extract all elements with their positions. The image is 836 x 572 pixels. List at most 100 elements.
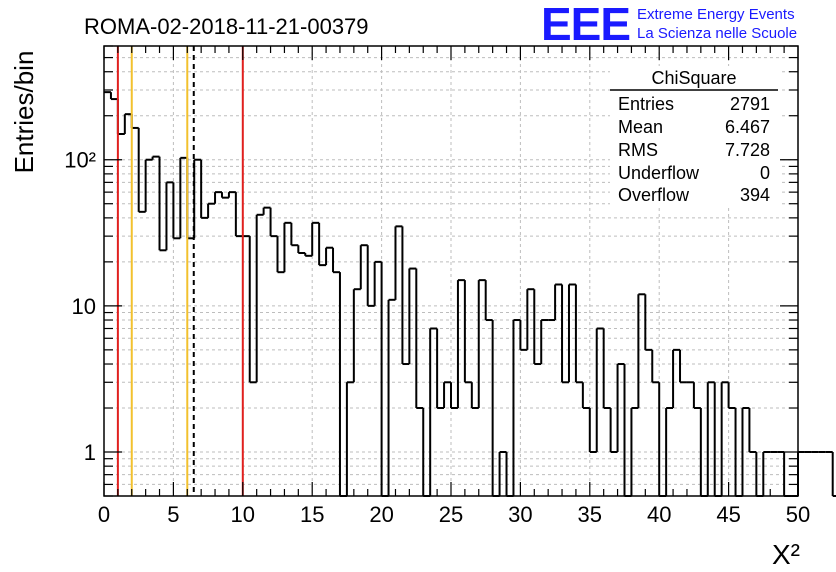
histogram-bin: [581, 382, 590, 410]
histogram-bin: [561, 284, 569, 384]
histogram-bin: [109, 92, 118, 101]
x-tick-label: 20: [369, 502, 393, 527]
histogram-bin: [373, 260, 382, 306]
histogram-bin: [283, 221, 292, 273]
x-tick-label: 5: [167, 502, 179, 527]
histogram-bin: [706, 381, 715, 496]
stats-label-rms: RMS: [618, 140, 658, 160]
histogram-bin: [137, 127, 146, 213]
histogram-bin: [637, 293, 646, 409]
x-axis-label: X²: [772, 539, 800, 570]
histogram-bin: [443, 381, 451, 409]
histogram-bin: [401, 226, 410, 366]
histogram-bin: [616, 363, 625, 453]
histogram-bin: [429, 327, 438, 496]
histogram-bin: [602, 328, 611, 410]
histogram-bin: [193, 158, 202, 239]
histogram-bin: [679, 349, 687, 384]
brand-logo: EEE Extreme Energy Events La Scienza nel…: [541, 0, 797, 50]
histogram-bin: [359, 244, 368, 290]
histogram-bin: [380, 261, 389, 497]
histogram-bin: [470, 382, 479, 410]
brand-logo-text: EEE: [541, 0, 630, 50]
histogram-bin: [713, 382, 722, 497]
histogram-bin: [123, 113, 132, 134]
histogram-bin: [595, 327, 604, 453]
histogram-bin: [554, 283, 563, 321]
histogram-bin: [644, 294, 653, 351]
histogram-bin: [262, 206, 271, 215]
histogram-bin: [200, 159, 209, 219]
histogram-bin: [727, 382, 736, 410]
stats-label-entries: Entries: [618, 94, 674, 114]
histogram-bin: [456, 279, 465, 409]
histogram-bin: [290, 222, 299, 247]
histogram-bin: [220, 192, 229, 199]
histogram-bin: [609, 408, 618, 454]
histogram-bin: [651, 349, 660, 384]
histogram-bin: [415, 268, 424, 410]
cut-lines: [116, 46, 244, 496]
histogram-bin: [498, 451, 507, 496]
histogram-bin: [477, 279, 486, 409]
y-tick-label: 10²: [64, 148, 96, 173]
histogram-bin: [762, 451, 771, 496]
histogram-bin: [158, 156, 167, 252]
histogram-bin: [540, 319, 549, 365]
brand-line-2: La Scienza nelle Scuole: [637, 25, 797, 42]
x-tick-label: 50: [786, 502, 810, 527]
histogram-bin: [207, 202, 216, 218]
x-tick-label: 25: [439, 502, 463, 527]
x-tick-label: 45: [716, 502, 740, 527]
histogram-bin: [332, 247, 340, 274]
histogram-bin: [574, 284, 583, 384]
stats-box: ChiSquare Entries 2791 Mean 6.467 RMS 7.…: [610, 66, 780, 206]
histogram-bin: [394, 225, 403, 300]
stats-value-entries: 2791: [730, 94, 770, 114]
histogram-bin: [748, 408, 757, 454]
x-tick-label: 35: [578, 502, 602, 527]
stats-label-mean: Mean: [618, 117, 663, 137]
stats-value-mean: 6.467: [725, 117, 770, 137]
histogram-bin: [519, 320, 528, 351]
histogram-bin: [720, 381, 729, 496]
histogram-bin: [623, 364, 632, 497]
histogram-bin: [165, 181, 174, 251]
histogram-bin: [248, 236, 257, 384]
histogram-bin: [144, 158, 153, 212]
histogram-bin: [692, 382, 701, 410]
histogram-bin: [387, 298, 396, 496]
histogram-bin: [352, 288, 361, 383]
histogram-bin: [658, 382, 667, 497]
axis-ticks: 0 5 10 15 20 25 30 35 40 45 50 1 10 10²: [64, 45, 810, 527]
histogram-bin: [366, 245, 375, 307]
stats-value-overflow: 394: [740, 185, 770, 205]
histogram-bin: [463, 280, 472, 384]
histogram-bin: [255, 213, 264, 383]
histogram-bin: [179, 156, 188, 239]
x-tick-label: 30: [508, 502, 532, 527]
histogram-bin: [567, 283, 576, 383]
histogram-bin: [484, 280, 493, 322]
brand-line-1: Extreme Energy Events: [637, 6, 795, 23]
stats-label-overflow: Overflow: [618, 185, 690, 205]
histogram-bin: [311, 221, 320, 256]
histogram-bin: [797, 451, 805, 496]
histogram-bin: [408, 267, 417, 365]
chart-title: ROMA-02-2018-11-21-00379: [84, 14, 369, 39]
histogram-bin: [234, 192, 243, 238]
histogram-bin: [269, 207, 278, 238]
stats-value-underflow: 0: [760, 163, 770, 183]
x-tick-label: 15: [300, 502, 324, 527]
x-tick-label: 10: [231, 502, 255, 527]
y-tick-label: 1: [84, 440, 96, 465]
histogram-bin: [276, 236, 285, 274]
histogram-bin: [665, 407, 674, 496]
histogram-bin: [588, 408, 597, 454]
y-tick-label: 10: [72, 294, 96, 319]
stats-label-underflow: Underflow: [618, 163, 700, 183]
histogram-bin: [831, 452, 836, 497]
histogram-bin: [116, 99, 125, 135]
histogram-bin: [741, 407, 750, 496]
